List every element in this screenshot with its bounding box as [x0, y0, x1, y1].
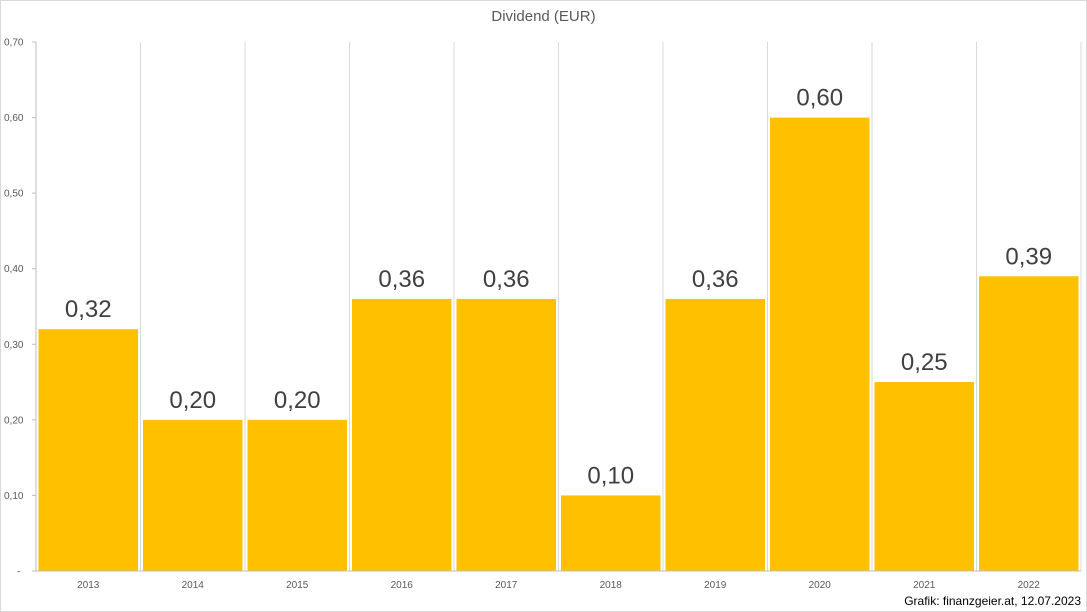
data-label-2015: 0,20	[274, 387, 321, 414]
y-tick-label: 0,60	[4, 113, 24, 124]
x-tick-label-2021: 2021	[913, 580, 936, 591]
bar-2019	[665, 298, 765, 571]
bar-2013	[38, 329, 138, 571]
bar-2017	[456, 298, 556, 571]
grid-lines	[35, 42, 1082, 571]
data-label-2013: 0,32	[65, 296, 112, 323]
x-tick-label-2017: 2017	[495, 580, 518, 591]
y-tick-label: 0,40	[4, 264, 24, 275]
axes: 2013 2014 2015 2016 2017 2018 2019 2020 2021 2022…	[4, 38, 1081, 591]
x-tick-label-2019: 2019	[704, 580, 727, 591]
y-tick-label: 0,20	[4, 415, 24, 426]
bar-2021	[874, 382, 974, 571]
bar-2014	[143, 419, 243, 571]
chart-title: Dividend (EUR)	[491, 8, 596, 25]
bar-2016	[352, 298, 452, 571]
x-tick-label-2014: 2014	[182, 580, 205, 591]
source-credit: Grafik: finanzgeier.at, 12.07.2023	[904, 594, 1081, 608]
bar-2020	[770, 117, 870, 572]
x-tick-label-2016: 2016	[391, 580, 414, 591]
y-tick-label: 0,50	[4, 189, 24, 200]
data-label-2022: 0,39	[1005, 243, 1052, 270]
data-label-2014: 0,20	[169, 387, 216, 414]
data-label-2018: 0,10	[587, 462, 634, 489]
bar-2022	[979, 276, 1079, 571]
x-tick-label-2020: 2020	[809, 580, 832, 591]
y-tick-label: 0,10	[4, 491, 24, 502]
data-label-2019: 0,36	[692, 266, 739, 293]
data-label-2017: 0,36	[483, 266, 530, 293]
x-tick-label-2018: 2018	[600, 580, 623, 591]
data-label-2021: 0,25	[901, 349, 948, 376]
y-tick-label: 0,30	[4, 340, 24, 351]
x-tick-label-2015: 2015	[286, 580, 309, 591]
bar-2018	[561, 495, 661, 571]
y-tick-label: -	[17, 567, 20, 578]
bars: 0,32 0,20 0,20 0,36 0,36 0,10 0,36 0,60 0,25 0,39	[38, 85, 1079, 572]
y-tick-label: 0,70	[4, 38, 24, 49]
x-tick-label-2022: 2022	[1018, 580, 1041, 591]
x-tick-label-2013: 2013	[77, 580, 100, 591]
data-label-2016: 0,36	[378, 266, 425, 293]
data-label-2020: 0,60	[796, 85, 843, 112]
bar-2015	[247, 419, 347, 571]
